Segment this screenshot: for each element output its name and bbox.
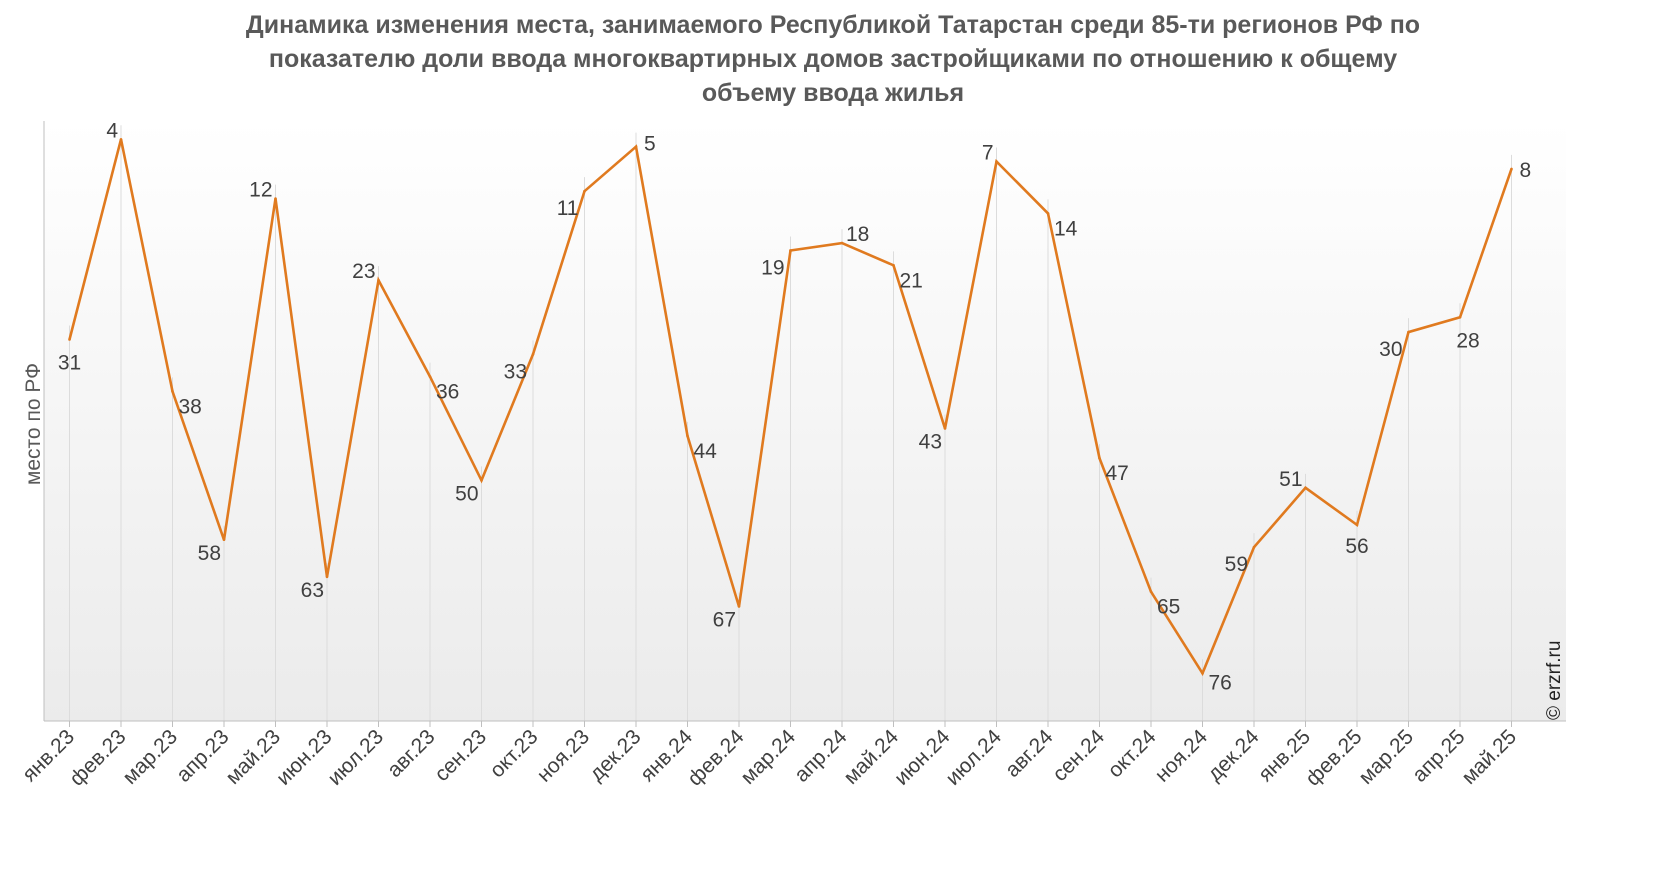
- data-point-10: [583, 189, 586, 193]
- data-label-9: 33: [504, 360, 527, 383]
- data-point-23: [1252, 545, 1256, 549]
- data-labels: 31 4 38 58 12 63 23 36 50 33 11 5 44 67 19 18 21 43 7 14 47 6…: [58, 119, 1531, 694]
- x-tick-label-21: окт.24: [1104, 725, 1161, 782]
- data-point-5: [325, 575, 329, 579]
- data-point-2: [171, 390, 174, 393]
- data-point-4: [274, 197, 277, 200]
- data-point-13: [737, 605, 741, 608]
- x-tick-label-1: фев.23: [65, 725, 130, 790]
- chart-title-line-1: Динамика изменения места, занимаемого Ре…: [245, 11, 1421, 39]
- data-point-19: [1046, 212, 1050, 215]
- data-label-1: 4: [106, 119, 118, 142]
- x-tick-label-7: авг.23: [383, 725, 440, 782]
- data-label-16: 21: [900, 269, 923, 292]
- x-tick-label-20: сен.24: [1048, 725, 1109, 786]
- data-point-20: [1098, 456, 1101, 460]
- data-point-11: [634, 145, 638, 148]
- data-point-25: [1355, 523, 1359, 527]
- x-tick-label-3: апр.23: [172, 725, 233, 786]
- data-point-18: [995, 160, 998, 163]
- data-label-20: 47: [1106, 462, 1129, 485]
- x-tick-label-9: окт.23: [486, 725, 543, 782]
- x-tick-label-23: дек.24: [1203, 725, 1264, 786]
- data-point-27: [1458, 315, 1462, 319]
- data-label-26: 30: [1379, 338, 1402, 361]
- data-label-19: 14: [1054, 217, 1078, 240]
- gridlines: [69, 125, 1512, 721]
- x-tick-label-17: июн.24: [890, 725, 955, 790]
- x-tick-label-18: июл.24: [941, 725, 1006, 790]
- x-tick-label-16: май.24: [839, 725, 903, 789]
- x-tick-label-8: сен.23: [430, 725, 491, 786]
- data-label-3: 58: [198, 542, 221, 565]
- data-label-25: 56: [1345, 535, 1368, 558]
- x-tick-label-11: дек.23: [585, 725, 645, 785]
- data-label-18: 7: [982, 142, 994, 165]
- data-point-15: [840, 241, 844, 245]
- data-point-12: [686, 434, 689, 438]
- plot-area: [44, 121, 1566, 721]
- data-label-28: 8: [1520, 159, 1532, 182]
- data-label-12: 44: [694, 440, 718, 463]
- data-point-21: [1149, 590, 1153, 593]
- x-tick-label-10: ноя.23: [533, 725, 594, 786]
- data-label-22: 76: [1209, 671, 1232, 694]
- x-tick-label-14: мар.24: [736, 725, 800, 789]
- data-label-14: 19: [761, 257, 784, 280]
- chart-title-line-2: показателю доли ввода многоквартирных до…: [268, 45, 1398, 73]
- data-label-7: 36: [436, 381, 459, 404]
- data-label-4: 12: [249, 179, 272, 202]
- data-label-11: 5: [644, 133, 656, 156]
- data-label-8: 50: [455, 482, 478, 505]
- x-tick-label-27: апр.25: [1408, 725, 1469, 786]
- chart-title-line-3: объему ввода жилья: [701, 79, 965, 107]
- data-label-27: 28: [1456, 329, 1479, 352]
- data-point-22: [1201, 671, 1204, 675]
- x-axis-ticks: [69, 721, 1512, 727]
- data-point-7: [428, 375, 432, 378]
- series: [68, 137, 1513, 677]
- data-point-6: [377, 278, 380, 282]
- data-label-0: 31: [58, 352, 81, 375]
- data-point-0: [68, 338, 71, 341]
- data-label-2: 38: [179, 395, 202, 418]
- data-point-9: [531, 353, 535, 356]
- x-tick-labels: янв.23фев.23мар.23апр.23май.23июн.23июл.…: [18, 725, 1521, 791]
- data-point-28: [1510, 167, 1513, 171]
- x-tick-label-26: мар.25: [1354, 725, 1418, 789]
- x-tick-label-5: июн.23: [272, 725, 337, 790]
- chart-title: Динамика изменения места, занимаемого Ре…: [0, 8, 1666, 110]
- y-axis-label: место по РФ: [22, 363, 45, 485]
- data-label-6: 23: [352, 260, 375, 283]
- x-tick-label-28: май.25: [1457, 725, 1521, 789]
- x-tick-label-6: июл.23: [323, 725, 388, 790]
- data-point-24: [1304, 486, 1307, 490]
- data-point-16: [892, 264, 895, 267]
- data-label-21: 65: [1157, 596, 1180, 619]
- data-point-3: [222, 538, 226, 542]
- data-label-10: 11: [557, 197, 579, 220]
- data-point-14: [789, 249, 792, 252]
- x-tick-label-4: май.23: [221, 725, 285, 789]
- watermark: © erzrf.ru: [1544, 641, 1565, 720]
- x-tick-label-25: фев.25: [1301, 725, 1366, 790]
- x-tick-label-15: апр.24: [790, 725, 852, 787]
- data-point-8: [480, 479, 483, 482]
- data-label-13: 67: [713, 609, 736, 632]
- data-label-24: 51: [1279, 468, 1302, 491]
- x-tick-label-22: ноя.24: [1151, 725, 1213, 787]
- data-point-17: [943, 427, 947, 430]
- data-label-17: 43: [919, 431, 942, 454]
- data-label-15: 18: [846, 223, 869, 246]
- data-label-5: 63: [301, 579, 324, 602]
- x-tick-label-2: мар.23: [118, 725, 182, 789]
- data-point-26: [1407, 330, 1410, 334]
- data-label-23: 59: [1225, 553, 1248, 576]
- data-point-1: [119, 137, 123, 141]
- x-tick-label-13: фев.24: [683, 725, 748, 790]
- x-tick-label-19: авг.24: [1001, 725, 1058, 782]
